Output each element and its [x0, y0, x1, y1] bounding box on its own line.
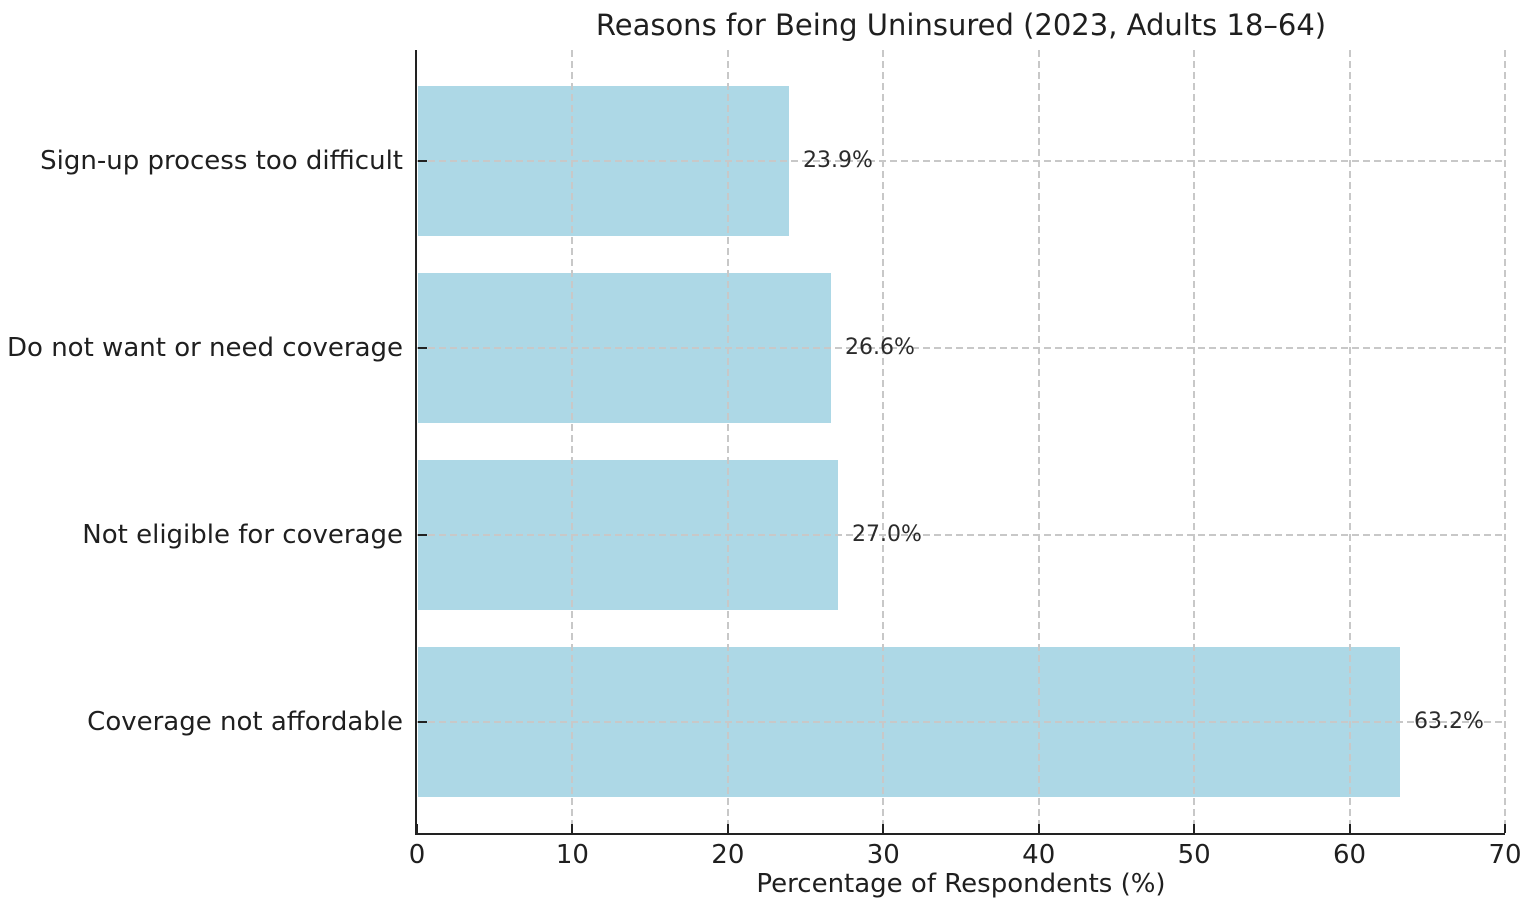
y-tick-mark [418, 347, 427, 349]
y-tick-label: Sign-up process too difficult [40, 146, 403, 176]
gridline-vertical [726, 50, 729, 833]
x-tick-label: 10 [555, 840, 589, 870]
y-tick-label: Do not want or need coverage [7, 333, 403, 363]
x-tick-label: 50 [1177, 840, 1211, 870]
bar-value-label: 23.9% [803, 148, 873, 173]
x-tick-mark [1504, 824, 1506, 833]
gridline-vertical [571, 50, 574, 833]
x-tick-mark [726, 824, 729, 833]
gridline-vertical [1193, 50, 1196, 833]
x-tick-mark [1037, 824, 1040, 833]
x-tick-mark [416, 824, 418, 833]
chart-title: Reasons for Being Uninsured (2023, Adult… [595, 8, 1327, 42]
gridline-vertical [1037, 50, 1040, 833]
x-axis-spine [415, 833, 1505, 835]
x-tick-mark [882, 824, 885, 833]
x-tick-label: 30 [866, 840, 900, 870]
y-tick-label: Not eligible for coverage [82, 520, 403, 550]
y-axis-spine [415, 50, 417, 835]
gridline-horizontal [417, 721, 1505, 723]
y-tick-mark [418, 721, 427, 723]
gridline-vertical [1504, 50, 1506, 833]
bar-value-label: 63.2% [1414, 709, 1484, 734]
y-tick-mark [418, 534, 427, 536]
x-tick-label: 20 [711, 840, 745, 870]
x-axis-label: Percentage of Respondents (%) [756, 869, 1166, 899]
x-tick-label: 60 [1333, 840, 1367, 870]
x-tick-mark [1348, 824, 1351, 833]
x-tick-label: 40 [1022, 840, 1056, 870]
gridline-horizontal [417, 160, 1505, 162]
x-tick-mark [571, 824, 574, 833]
bar-value-label: 27.0% [852, 522, 922, 547]
gridline-horizontal [417, 534, 1505, 536]
gridline-vertical [1348, 50, 1351, 833]
gridline-horizontal [417, 347, 1505, 349]
gridline-vertical [882, 50, 885, 833]
x-tick-mark [1193, 824, 1196, 833]
bar-value-label: 26.6% [845, 335, 915, 360]
x-tick-label: 70 [1488, 840, 1522, 870]
y-tick-label: Coverage not affordable [87, 707, 403, 737]
y-tick-mark [418, 160, 427, 162]
x-tick-label: 0 [408, 840, 426, 870]
